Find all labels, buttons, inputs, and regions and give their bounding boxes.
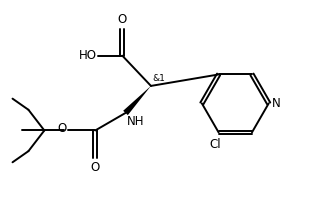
Text: HO: HO	[79, 49, 97, 62]
Text: O: O	[57, 122, 67, 135]
Text: Cl: Cl	[210, 138, 221, 151]
Text: N: N	[272, 97, 281, 110]
Text: O: O	[118, 13, 127, 26]
Text: &1: &1	[152, 74, 165, 83]
Polygon shape	[123, 86, 151, 115]
Text: NH: NH	[127, 114, 144, 127]
Text: O: O	[91, 161, 100, 174]
